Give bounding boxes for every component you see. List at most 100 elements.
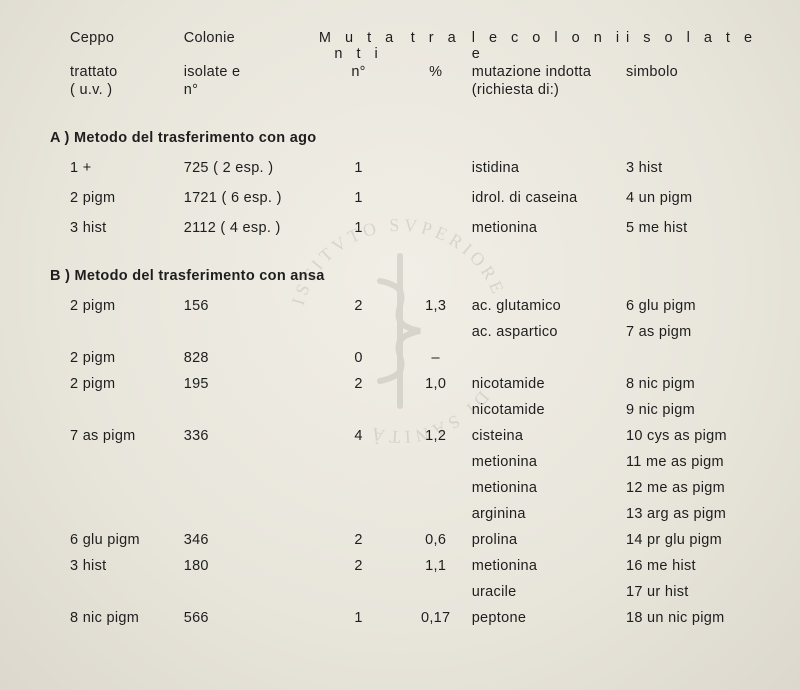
cell-colonie: 156 xyxy=(184,298,318,324)
cell-simbolo: 14 pr glu pigm xyxy=(626,532,770,558)
cell-colonie: 180 xyxy=(184,558,318,584)
cell-colonie: 195 xyxy=(184,376,318,402)
table-row: 2 pigm19521,0nicotamide8 nic pigm xyxy=(50,376,770,402)
hdr-colonie-3: n° xyxy=(184,82,318,116)
cell-simbolo: 9 nic pigm xyxy=(626,402,770,428)
cell-simbolo: 7 as pigm xyxy=(626,324,770,350)
table-row: nicotamide9 nic pigm xyxy=(50,402,770,428)
cell-n: 2 xyxy=(317,376,399,402)
cell-colonie: 725 ( 2 esp. ) xyxy=(184,160,318,190)
cell-mutazione: uracile xyxy=(472,584,626,610)
cell-pct xyxy=(400,324,472,350)
cell-n: 2 xyxy=(317,558,399,584)
cell-n xyxy=(317,402,399,428)
cell-mutazione: metionina xyxy=(472,220,626,250)
header-row-3: ( u.v. ) n° (richiesta di:) xyxy=(50,82,770,116)
cell-mutazione: metionina xyxy=(472,480,626,506)
cell-simbolo: 4 un pigm xyxy=(626,190,770,220)
mutation-table: Ceppo Colonie M u t a n t i t r a l e c … xyxy=(50,30,770,636)
section-b-title: B ) Metodo del trasferimento con ansa xyxy=(50,250,770,298)
cell-mutazione: metionina xyxy=(472,454,626,480)
cell-ceppo xyxy=(50,402,184,428)
table-row: metionina11 me as pigm xyxy=(50,454,770,480)
cell-n: 1 xyxy=(317,610,399,636)
hdr-mutind: mutazione indotta xyxy=(472,64,626,82)
cell-colonie xyxy=(184,402,318,428)
cell-colonie: 2112 ( 4 esp. ) xyxy=(184,220,318,250)
cell-simbolo: 12 me as pigm xyxy=(626,480,770,506)
cell-ceppo: 2 pigm xyxy=(50,350,184,376)
cell-colonie: 336 xyxy=(184,428,318,454)
cell-colonie: 1721 ( 6 esp. ) xyxy=(184,190,318,220)
cell-n: 2 xyxy=(317,532,399,558)
hdr-isolate: i s o l a t e xyxy=(626,30,757,46)
cell-ceppo: 3 hist xyxy=(50,220,184,250)
table-row: 2 pigm1721 ( 6 esp. )1idrol. di caseina4… xyxy=(50,190,770,220)
cell-mutazione: ac. aspartico xyxy=(472,324,626,350)
section-a: A ) Metodo del trasferimento con ago xyxy=(50,116,770,160)
cell-pct xyxy=(400,480,472,506)
section-b: B ) Metodo del trasferimento con ansa xyxy=(50,250,770,298)
cell-pct xyxy=(400,190,472,220)
cell-ceppo: 7 as pigm xyxy=(50,428,184,454)
cell-ceppo xyxy=(50,324,184,350)
table-row: 8 nic pigm56610,17peptone18 un nic pigm xyxy=(50,610,770,636)
hdr-ceppo-1: Ceppo xyxy=(50,30,184,64)
hdr-pct: % xyxy=(400,64,472,82)
cell-mutazione: peptone xyxy=(472,610,626,636)
cell-ceppo: 8 nic pigm xyxy=(50,610,184,636)
table-row: arginina13 arg as pigm xyxy=(50,506,770,532)
cell-ceppo xyxy=(50,584,184,610)
header-row-1: Ceppo Colonie M u t a n t i t r a l e c … xyxy=(50,30,770,64)
cell-pct xyxy=(400,402,472,428)
cell-ceppo: 2 pigm xyxy=(50,190,184,220)
cell-colonie xyxy=(184,324,318,350)
cell-n xyxy=(317,584,399,610)
section-a-title: A ) Metodo del trasferimento con ago xyxy=(50,116,770,160)
cell-pct: 0,17 xyxy=(400,610,472,636)
cell-colonie: 566 xyxy=(184,610,318,636)
cell-simbolo: 13 arg as pigm xyxy=(626,506,770,532)
cell-ceppo xyxy=(50,480,184,506)
table-row: 6 glu pigm34620,6prolina14 pr glu pigm xyxy=(50,532,770,558)
cell-mutazione: nicotamide xyxy=(472,402,626,428)
cell-colonie xyxy=(184,506,318,532)
table-row: 3 hist2112 ( 4 esp. )1 metionina5 me hist xyxy=(50,220,770,250)
cell-colonie: 346 xyxy=(184,532,318,558)
table-row: metionina12 me as pigm xyxy=(50,480,770,506)
cell-ceppo xyxy=(50,454,184,480)
cell-n: 1 xyxy=(317,220,399,250)
cell-mutazione: cisteina xyxy=(472,428,626,454)
cell-pct xyxy=(400,506,472,532)
cell-pct: 1,1 xyxy=(400,558,472,584)
cell-n xyxy=(317,324,399,350)
hdr-ceppo-3: ( u.v. ) xyxy=(50,82,184,116)
table-row: 7 as pigm33641,2cisteina10 cys as pigm xyxy=(50,428,770,454)
cell-ceppo: 3 hist xyxy=(50,558,184,584)
table-row: ac. aspartico7 as pigm xyxy=(50,324,770,350)
hdr-tra: t r a xyxy=(411,30,461,46)
cell-mutazione: prolina xyxy=(472,532,626,558)
cell-n: 1 xyxy=(317,160,399,190)
cell-n xyxy=(317,506,399,532)
cell-mutazione xyxy=(472,350,626,376)
hdr-colonie-1: Colonie xyxy=(184,30,318,64)
table-row: 3 hist18021,1metionina16 me hist xyxy=(50,558,770,584)
cell-pct: – xyxy=(400,350,472,376)
cell-pct: 0,6 xyxy=(400,532,472,558)
cell-pct: 1,0 xyxy=(400,376,472,402)
cell-mutazione: ac. glutamico xyxy=(472,298,626,324)
cell-colonie xyxy=(184,480,318,506)
cell-simbolo: 8 nic pigm xyxy=(626,376,770,402)
cell-n: 1 xyxy=(317,190,399,220)
cell-pct xyxy=(400,220,472,250)
cell-simbolo: 3 hist xyxy=(626,160,770,190)
hdr-simbolo: simbolo xyxy=(626,64,770,82)
hdr-richiesta: (richiesta di:) xyxy=(472,82,626,116)
cell-colonie xyxy=(184,584,318,610)
cell-simbolo: 17 ur hist xyxy=(626,584,770,610)
cell-simbolo: 5 me hist xyxy=(626,220,770,250)
cell-simbolo xyxy=(626,350,770,376)
cell-n xyxy=(317,480,399,506)
cell-mutazione: istidina xyxy=(472,160,626,190)
